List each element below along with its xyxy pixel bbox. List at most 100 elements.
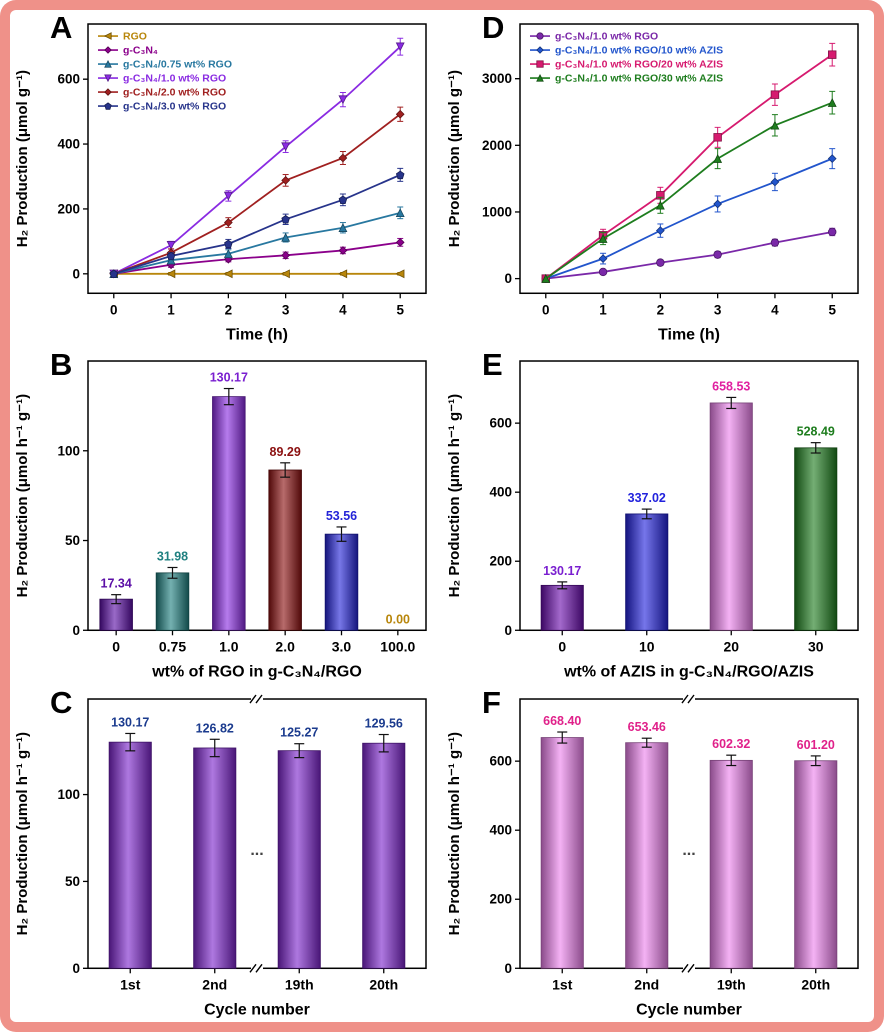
svg-text:200: 200 [489,554,512,569]
svg-text:0: 0 [542,302,550,317]
panel-e: E 0 200 400 600 H₂ Production (μmol h⁻¹ g⁻¹)… [442,347,874,684]
svg-text:g-C₃N₄/2.0 wt% RGO: g-C₃N₄/2.0 wt% RGO [123,87,226,99]
svg-text:Cycle number: Cycle number [204,1001,310,1018]
svg-text:20th: 20th [369,976,398,992]
bar: 130.17 [210,371,248,632]
svg-text:1st: 1st [552,976,573,992]
svg-text:H₂ Production (μmol h⁻¹ g⁻¹): H₂ Production (μmol h⁻¹ g⁻¹) [14,732,31,935]
chart-b-rgo-wt-bars: 0 50 100 H₂ Production (μmol h⁻¹ g⁻¹) wt% of… [14,360,427,681]
svg-text:3: 3 [282,302,290,317]
svg-text:0: 0 [112,639,120,655]
svg-text:50: 50 [65,874,80,889]
panel-d: D 0 1000 2000 3000 H₂ Production (μmol g⁻¹) T… [442,10,874,347]
panel-c: C 0 50 100 H₂ Production (μmol h⁻¹ g⁻¹) Cycl… [10,685,442,1022]
svg-text:4: 4 [339,302,347,317]
legend: g-C₃N₄/1.0 wt% RGO g-C₃N₄/1.0 wt% RGO/10 … [530,31,723,85]
legend: RGO g-C₃N₄ g-C₃N₄/0.75 wt% RGO g-C₃N₄/1.0 w… [98,31,232,113]
svg-text:50: 50 [65,533,80,548]
svg-text:g-C₃N₄/1.0 wt% RGO/20 wt% AZIS: g-C₃N₄/1.0 wt% RGO/20 wt% AZIS [555,59,723,71]
svg-text:Cycle number: Cycle number [636,1001,742,1018]
svg-text:53.56: 53.56 [326,509,357,523]
axes: 0 50 100 H₂ Production (μmol h⁻¹ g⁻¹) Cycle … [14,697,427,1018]
svg-text:600: 600 [489,416,512,431]
svg-text:200: 200 [57,201,80,216]
panel-letter-f: F [482,684,501,720]
svg-text:...: ... [682,842,695,859]
svg-text:0: 0 [504,271,512,286]
series [541,90,837,283]
svg-text:601.20: 601.20 [797,738,835,752]
svg-text:129.56: 129.56 [365,716,403,730]
series [541,148,837,283]
bar: 89.29 [268,445,302,632]
svg-text:20th: 20th [801,976,830,992]
svg-text:658.53: 658.53 [712,380,750,394]
svg-text:4: 4 [771,302,779,317]
svg-text:wt% of RGO in g-C₃N₄/RGO: wt% of RGO in g-C₃N₄/RGO [151,664,362,681]
svg-text:g-C₃N₄/1.0 wt% RGO/30 wt% AZIS: g-C₃N₄/1.0 wt% RGO/30 wt% AZIS [555,73,723,85]
bar: 601.20 [794,738,838,969]
svg-text:Time (h): Time (h) [658,326,720,343]
figure-grid: A 0 200 400 600 H₂ Production (μmol g⁻¹) Time… [10,10,874,1022]
svg-text:0.00: 0.00 [386,613,410,627]
svg-text:400: 400 [57,137,80,152]
svg-text:130.17: 130.17 [543,564,581,578]
axes: 0 200 400 600 H₂ Production (μmol h⁻¹ g⁻¹) Cy… [446,697,859,1018]
svg-text:400: 400 [489,822,512,837]
svg-text:g-C₃N₄/0.75 wt% RGO: g-C₃N₄/0.75 wt% RGO [123,59,232,71]
svg-text:2nd: 2nd [634,976,659,992]
svg-text:31.98: 31.98 [157,550,188,564]
bar: 130.17 [108,715,152,969]
svg-text:Time (h): Time (h) [226,326,288,343]
svg-text:1.0: 1.0 [219,639,239,655]
panel-letter-a: A [50,10,73,45]
panel-a: A 0 200 400 600 H₂ Production (μmol g⁻¹) Time… [10,10,442,347]
bar: 17.34 [99,577,133,632]
bar: 126.82 [193,721,237,969]
svg-text:H₂ Production (μmol h⁻¹ g⁻¹): H₂ Production (μmol h⁻¹ g⁻¹) [446,394,463,597]
svg-text:RGO: RGO [123,31,147,43]
bar: 125.27 [277,725,321,969]
svg-text:wt% of AZIS in g-C₃N₄/RGO/AZIS: wt% of AZIS in g-C₃N₄/RGO/AZIS [563,664,814,681]
panel-letter-b: B [50,347,73,383]
panel-letter-e: E [482,347,503,383]
svg-text:0.75: 0.75 [159,639,186,655]
svg-text:668.40: 668.40 [543,714,581,728]
svg-text:600: 600 [57,72,80,87]
svg-text:3000: 3000 [482,71,512,86]
svg-text:1: 1 [167,302,175,317]
svg-text:2: 2 [225,302,233,317]
bar: 668.40 [540,714,584,969]
bar: 130.17 [540,564,584,632]
svg-text:g-C₃N₄/3.0 wt% RGO: g-C₃N₄/3.0 wt% RGO [123,101,226,113]
series [109,269,405,279]
svg-text:1: 1 [599,302,607,317]
bar: 31.98 [155,550,190,632]
svg-text:g-C₃N₄/1.0 wt% RGO: g-C₃N₄/1.0 wt% RGO [555,31,658,43]
svg-text:0: 0 [110,302,118,317]
svg-text:5: 5 [828,302,836,317]
svg-text:...: ... [250,842,263,859]
chart-a-h2-production-lines: 0 200 400 600 H₂ Production (μmol g⁻¹) Time (… [14,23,427,343]
svg-text:g-C₃N₄/1.0 wt% RGO/10 wt% AZIS: g-C₃N₄/1.0 wt% RGO/10 wt% AZIS [555,45,723,57]
svg-text:600: 600 [489,753,512,768]
svg-text:19th: 19th [717,976,746,992]
svg-text:H₂ Production (μmol h⁻¹ g⁻¹): H₂ Production (μmol h⁻¹ g⁻¹) [14,394,31,597]
axes: 0 50 100 H₂ Production (μmol h⁻¹ g⁻¹) wt% of… [14,360,427,681]
svg-text:30: 30 [808,639,824,655]
svg-text:337.02: 337.02 [628,491,666,505]
svg-text:0: 0 [72,623,80,638]
svg-text:g-C₃N₄: g-C₃N₄ [123,45,158,57]
bar: 53.56 [324,509,359,632]
bar: 0.00 [386,613,410,627]
bar: 653.46 [625,720,669,969]
svg-text:H₂ Production (μmol h⁻¹ g⁻¹): H₂ Production (μmol h⁻¹ g⁻¹) [446,732,463,935]
svg-text:400: 400 [489,485,512,500]
svg-text:1000: 1000 [482,204,512,219]
svg-text:0: 0 [504,960,512,975]
bar: 602.32 [709,737,753,969]
svg-text:130.17: 130.17 [210,371,248,385]
